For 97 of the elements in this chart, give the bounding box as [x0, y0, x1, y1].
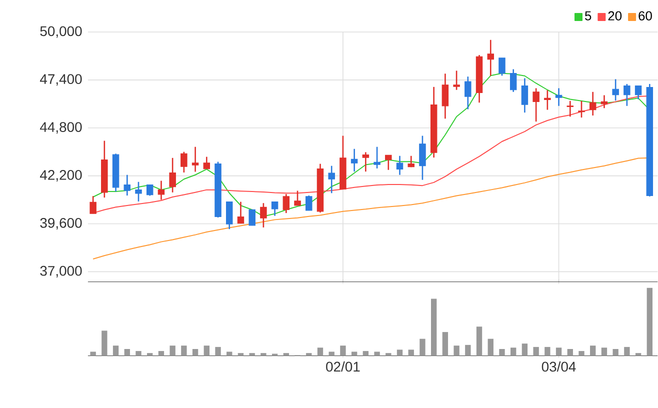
- bar: [215, 347, 221, 356]
- bar: [590, 346, 596, 356]
- bar: [396, 350, 403, 356]
- candlestick: [578, 100, 585, 118]
- candlestick: [180, 151, 188, 174]
- candlestick: [203, 156, 210, 170]
- candlestick: [237, 201, 244, 224]
- y-tick-label: 50,000: [40, 26, 82, 38]
- bar: [238, 353, 244, 356]
- bar: [488, 338, 494, 356]
- bar: [306, 353, 312, 356]
- candlestick: [532, 88, 540, 122]
- bar: [612, 349, 618, 356]
- candlestick: [362, 152, 370, 172]
- candlestick: [589, 91, 596, 116]
- candlestick: [192, 146, 199, 173]
- bar: [465, 345, 471, 356]
- candlestick: [419, 135, 426, 181]
- bar: [544, 347, 550, 356]
- candlestick: [396, 155, 404, 176]
- bar: [624, 347, 630, 356]
- bar: [646, 288, 652, 356]
- bar: [499, 349, 505, 356]
- bar: [351, 352, 358, 356]
- bar: [510, 348, 516, 356]
- bar: [328, 352, 334, 356]
- bar: [420, 338, 426, 356]
- candlestick: [350, 148, 358, 172]
- candlestick: [146, 184, 154, 196]
- candlestick: [169, 157, 176, 194]
- candlestick: [555, 88, 562, 107]
- bar: [124, 349, 130, 356]
- candlestick: [498, 57, 506, 76]
- candlestick: [248, 209, 256, 226]
- bar: [147, 353, 153, 356]
- bar: [533, 347, 539, 356]
- bar: [90, 352, 96, 356]
- candlestick: [158, 180, 165, 201]
- bar: [204, 346, 210, 356]
- bar: [362, 351, 369, 356]
- candlestick: [374, 146, 380, 170]
- candlestick: [328, 165, 335, 194]
- candlestick: [464, 76, 472, 110]
- legend-label: 20: [608, 11, 622, 21]
- bar: [635, 353, 642, 356]
- bar: [102, 330, 108, 356]
- y-tick-label: 39,600: [40, 218, 82, 230]
- candlestick: [124, 174, 131, 196]
- candlestick: [487, 39, 494, 77]
- bar: [158, 351, 164, 356]
- y-tick-label: 44,800: [40, 122, 82, 134]
- bar: [283, 353, 290, 356]
- bar: [476, 326, 482, 356]
- legend-label: 60: [638, 11, 652, 21]
- candlestick: [510, 68, 517, 93]
- bar: [249, 353, 255, 356]
- candlestick: [612, 78, 619, 102]
- y-tick-label: 42,200: [40, 170, 82, 182]
- bar: [442, 332, 448, 356]
- bar: [170, 346, 176, 356]
- bar: [181, 346, 187, 356]
- candlestick: [453, 70, 460, 91]
- bar: [578, 351, 584, 356]
- y-tick-label: 37,000: [40, 266, 82, 278]
- candlestick: [442, 73, 449, 120]
- candlestick: [226, 201, 233, 230]
- bar: [192, 349, 198, 356]
- candlestick: [135, 181, 142, 202]
- candlestick: [624, 83, 630, 107]
- candlestick: [271, 201, 278, 217]
- bar: [454, 346, 460, 356]
- y-tick-label: 47,400: [40, 74, 82, 86]
- candlestick: [294, 190, 301, 206]
- bar: [260, 353, 266, 356]
- legend-label: 5: [585, 11, 592, 20]
- candlestick: [385, 154, 392, 171]
- bar: [374, 352, 380, 356]
- candlestick: [634, 85, 642, 100]
- x-tick-label: 02/01: [326, 362, 360, 372]
- bar: [567, 349, 573, 356]
- bar: [408, 350, 414, 356]
- candlestick: [282, 194, 290, 214]
- bar: [317, 348, 324, 356]
- x-tick-label: 03/04: [542, 362, 576, 372]
- candlestick: [306, 195, 312, 212]
- bar: [522, 344, 528, 356]
- candlestick: [544, 90, 551, 111]
- bar: [112, 346, 119, 356]
- bar: [386, 353, 392, 356]
- bar: [430, 298, 437, 356]
- candlestick: [90, 196, 96, 214]
- bar: [601, 348, 608, 356]
- candlestick: [260, 202, 267, 228]
- bar: [226, 352, 232, 356]
- candlestick: [566, 100, 574, 118]
- candlestick: [521, 78, 528, 114]
- bar: [136, 351, 142, 356]
